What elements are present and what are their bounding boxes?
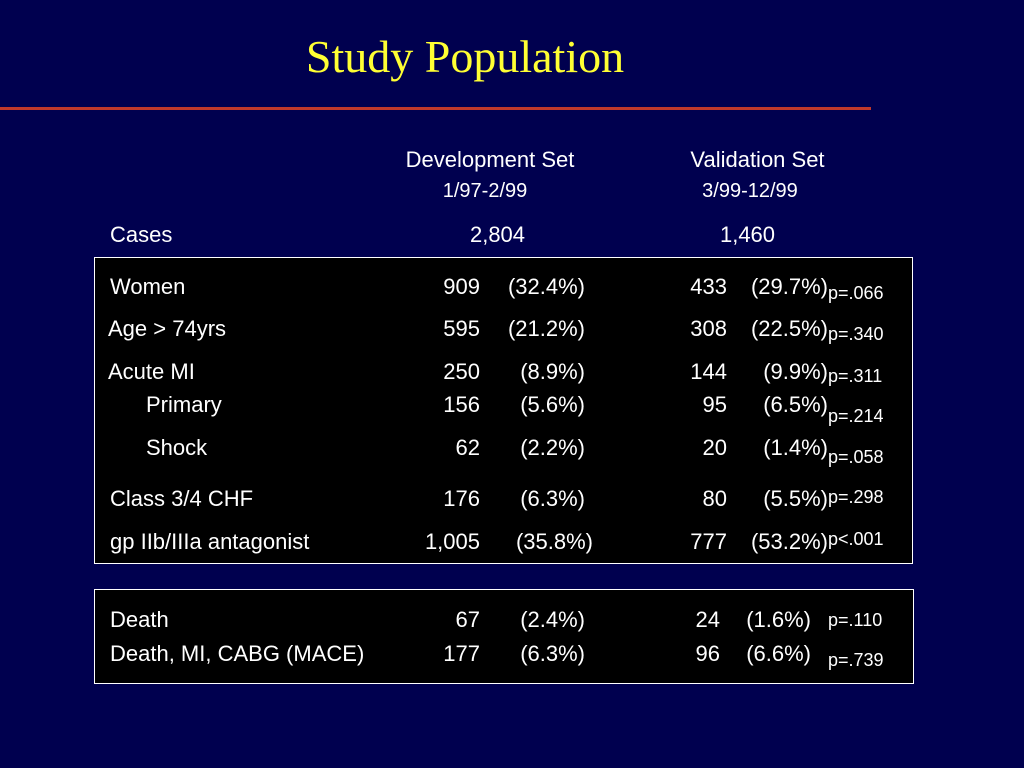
row-label: gp IIb/IIIa antagonist (110, 529, 310, 554)
val-count: 95 (702, 392, 727, 417)
outcomes-table: Death 67 (2.4%) 24 (1.6%) p=.110 Death, … (94, 589, 914, 684)
dev-percent: (6.3%) (520, 486, 585, 511)
val-count: 433 (690, 274, 727, 299)
row-label: Acute MI (108, 359, 195, 384)
cases-dev: 2,804 (469, 222, 526, 247)
dev-count: 62 (455, 435, 480, 460)
dev-set-header: Development Set (405, 147, 575, 172)
p-value: p<.001 (828, 529, 884, 549)
val-count: 20 (702, 435, 727, 460)
row-label: Women (110, 274, 186, 299)
val-percent: (9.9%) (763, 359, 828, 384)
val-percent: (53.2%) (750, 529, 828, 554)
slide-title: Study Population (305, 31, 625, 82)
val-count: 96 (695, 641, 720, 666)
dev-percent: (6.3%) (520, 641, 585, 666)
dev-percent: (2.2%) (520, 435, 585, 460)
dev-count: 156 (443, 392, 480, 417)
val-percent: (5.5%) (763, 486, 828, 511)
val-percent: (22.5%) (750, 316, 828, 341)
p-value: p=.066 (828, 283, 884, 303)
row-label-indented: Primary (146, 392, 222, 417)
val-count: 308 (690, 316, 727, 341)
val-count: 144 (690, 359, 727, 384)
p-value: p=.110 (828, 610, 883, 630)
dev-count: 909 (443, 274, 480, 299)
characteristics-table: Women 909 (32.4%) 433 (29.7%) p=.066 Age… (94, 257, 913, 564)
row-label-indented: Shock (146, 435, 208, 460)
dev-count: 176 (443, 486, 480, 511)
val-count: 24 (695, 607, 720, 632)
dev-count: 1,005 (424, 529, 480, 554)
val-percent: (1.6%) (746, 607, 811, 632)
dev-percent: (32.4%) (507, 274, 585, 299)
val-percent: (29.7%) (750, 274, 828, 299)
val-count: 80 (702, 486, 727, 511)
p-value: p=.340 (828, 324, 884, 344)
val-percent: (6.5%) (763, 392, 828, 417)
dev-percent: (5.6%) (520, 392, 585, 417)
row-label: Death, MI, CABG (MACE) (110, 641, 365, 666)
dev-count: 595 (443, 316, 480, 341)
p-value: p=.739 (828, 650, 884, 670)
dev-percent: (21.2%) (507, 316, 585, 341)
dev-percent: (8.9%) (520, 359, 585, 384)
dev-percent: (35.8%) (515, 529, 593, 554)
dev-count: 67 (455, 607, 480, 632)
dev-set-dates: 1/97-2/99 (442, 180, 528, 202)
val-set-header: Validation Set (690, 147, 825, 172)
p-value: p=.214 (828, 406, 884, 426)
val-set-dates: 3/99-12/99 (702, 180, 798, 202)
title-underline (0, 107, 871, 110)
p-value: p=.298 (828, 487, 884, 507)
val-count: 777 (690, 529, 727, 554)
cases-label: Cases (110, 222, 173, 247)
cases-val: 1,460 (719, 222, 776, 247)
dev-percent: (2.4%) (520, 607, 585, 632)
val-percent: (6.6%) (746, 641, 811, 666)
p-value: p=.311 (828, 366, 883, 386)
p-value: p=.058 (828, 447, 884, 467)
row-label: Age > 74yrs (108, 316, 227, 341)
row-label: Death (110, 607, 169, 632)
val-percent: (1.4%) (763, 435, 828, 460)
row-label: Class 3/4 CHF (110, 486, 254, 511)
dev-count: 177 (443, 641, 480, 666)
dev-count: 250 (443, 359, 480, 384)
